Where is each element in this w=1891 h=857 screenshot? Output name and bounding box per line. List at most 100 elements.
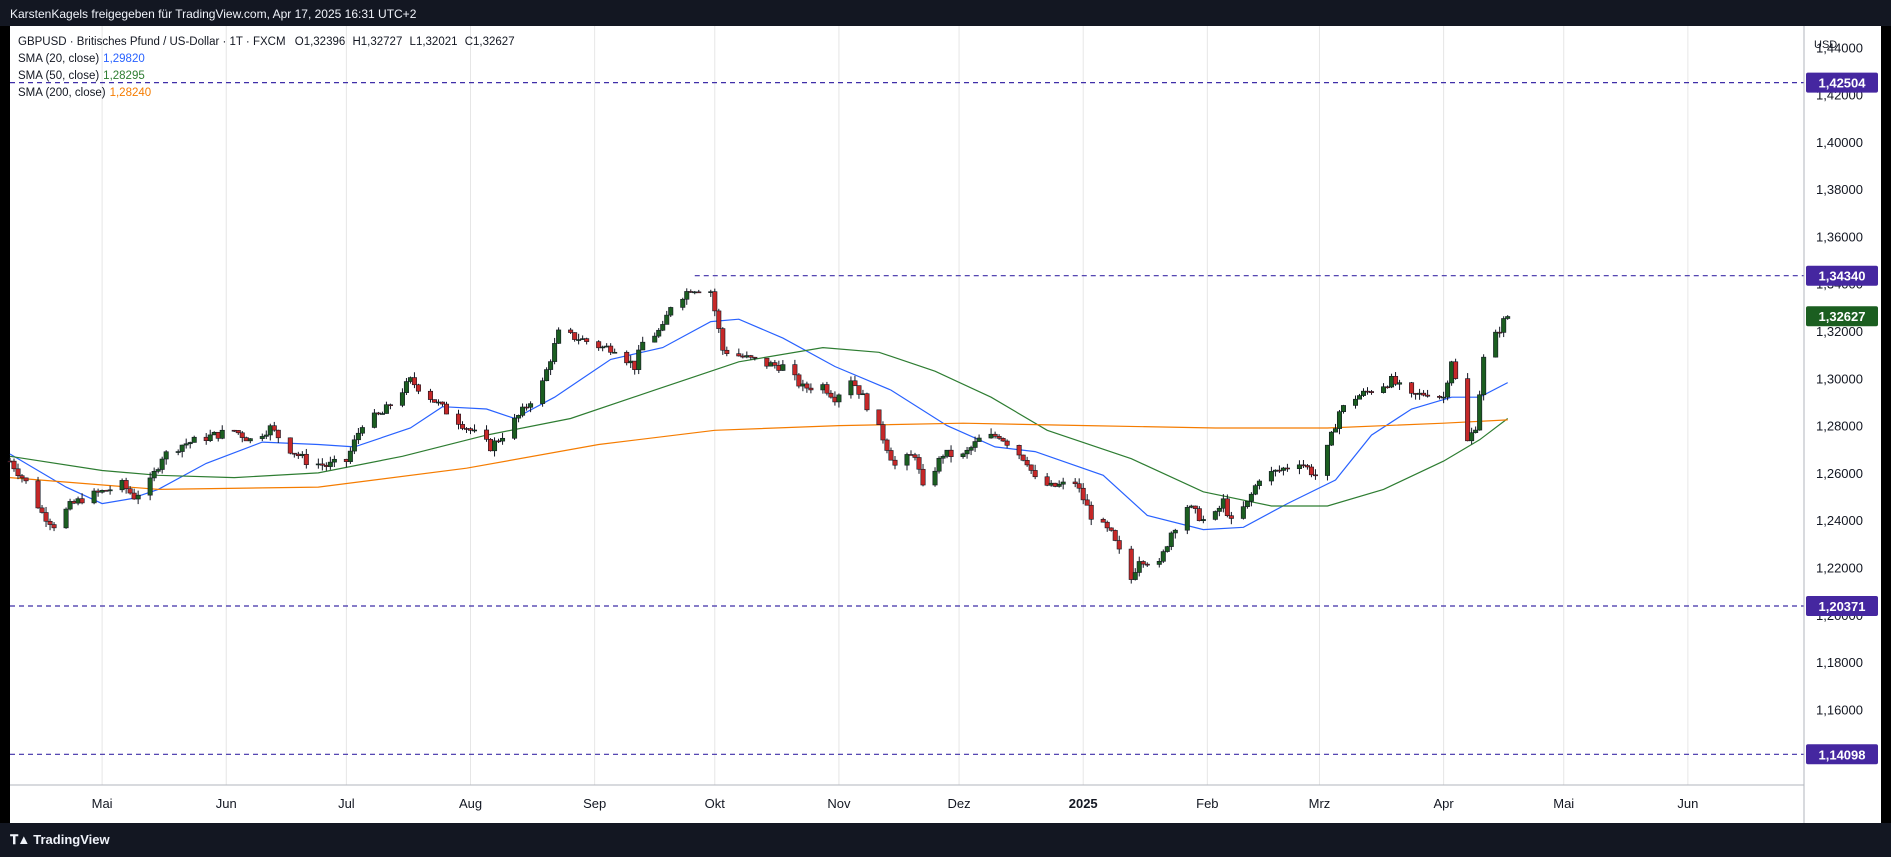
legend-sma50[interactable]: SMA (50, close) 1,28295 xyxy=(18,68,515,85)
candle-body xyxy=(1493,331,1499,358)
price-axis-tick-label[interactable]: 1,22000 xyxy=(1816,560,1863,575)
candle-body xyxy=(1108,527,1114,531)
candle-body xyxy=(856,385,862,395)
candle-body xyxy=(1172,529,1178,534)
candle-body xyxy=(964,449,970,455)
candle-body xyxy=(1100,518,1106,523)
time-axis-tick-label[interactable]: Mrz xyxy=(1309,796,1331,811)
time-axis-tick-label[interactable]: Mai xyxy=(1553,796,1574,811)
candle-body xyxy=(1116,540,1122,550)
price-axis-tick-label[interactable]: 1,30000 xyxy=(1816,371,1863,386)
legend-sma20-label: SMA (20, close) xyxy=(18,53,100,65)
candle-body xyxy=(484,429,490,440)
candle-body xyxy=(892,459,898,466)
candle-body xyxy=(804,383,810,389)
candle-body xyxy=(1332,428,1338,433)
price-axis-tick-label[interactable]: 1,38000 xyxy=(1816,182,1863,197)
time-axis-tick-label[interactable]: Dez xyxy=(947,796,970,811)
candle-body xyxy=(63,508,69,529)
candle-body xyxy=(239,432,245,438)
candle-body xyxy=(1032,470,1038,478)
candle-body xyxy=(11,460,17,470)
time-axis-tick-label[interactable]: Jun xyxy=(216,796,237,811)
sma-line xyxy=(9,346,1509,507)
candle-body xyxy=(824,384,830,394)
time-axis-tick-label[interactable]: Nov xyxy=(827,796,851,811)
time-axis-tick-label[interactable]: Mai xyxy=(92,796,113,811)
candle-body xyxy=(1441,396,1447,399)
time-axis[interactable]: Mai Jun Jul Aug Sep Okt Nov Dez 2025 Feb Mrz Apr Mai… xyxy=(92,796,1699,811)
candle-body xyxy=(576,339,582,341)
candle-body xyxy=(219,429,225,439)
time-axis-tick-label[interactable]: Aug xyxy=(459,796,482,811)
candle-body xyxy=(680,298,686,308)
candle-body xyxy=(1357,395,1363,400)
candle-body xyxy=(992,433,998,437)
candle-body xyxy=(528,403,534,408)
price-axis[interactable]: 1,440001,420001,400001,380001,360001,340… xyxy=(1816,40,1863,764)
time-axis-tick-label[interactable]: Apr xyxy=(1433,796,1454,811)
price-axis-tick-label[interactable]: 1,16000 xyxy=(1816,702,1863,717)
candle-body xyxy=(1072,481,1078,485)
candle-body xyxy=(411,377,417,386)
candle-body xyxy=(1084,499,1090,506)
price-axis-tick-label[interactable]: 1,36000 xyxy=(1816,229,1863,244)
candle-body xyxy=(1505,316,1511,319)
legend-sma200[interactable]: SMA (200, close) 1,28240 xyxy=(18,85,515,102)
header-bar: KarstenKagels freigegeben für TradingVie… xyxy=(0,0,1891,26)
candle-body xyxy=(636,349,642,370)
time-axis-tick-label[interactable]: 2025 xyxy=(1069,796,1098,811)
candle-body xyxy=(1328,431,1334,446)
price-axis-tick-label[interactable]: 1,18000 xyxy=(1816,655,1863,670)
candle-body xyxy=(764,357,770,367)
candle-body xyxy=(712,291,718,312)
price-axis-tick-label[interactable]: 1,32000 xyxy=(1816,324,1863,339)
candle-body xyxy=(912,454,918,458)
candle-body xyxy=(39,507,45,513)
candle-body xyxy=(612,351,618,354)
tradingview-logo[interactable]: 𝐓▲ TradingView xyxy=(10,832,110,848)
time-axis-tick-label[interactable]: Jul xyxy=(338,796,355,811)
candle-body xyxy=(235,430,241,434)
legend-low: L1,32021 xyxy=(409,36,458,48)
candle-body xyxy=(600,346,606,349)
candle-body xyxy=(427,390,433,400)
candle-body xyxy=(684,291,690,300)
candle-body xyxy=(155,469,161,472)
legend-sma20-value: 1,29820 xyxy=(103,53,145,65)
candle-body xyxy=(67,501,73,510)
candle-body xyxy=(263,434,269,437)
candle-body xyxy=(884,439,890,451)
sma-line xyxy=(9,419,1508,491)
candle-body xyxy=(1140,561,1146,565)
candle-body xyxy=(1248,493,1254,502)
price-axis-tick-label[interactable]: 1,24000 xyxy=(1816,513,1863,528)
candle-body xyxy=(1397,382,1403,385)
candle-body xyxy=(468,428,474,431)
candle-body xyxy=(439,401,445,405)
candle-body xyxy=(1056,483,1062,487)
candle-body xyxy=(848,380,854,396)
candle-body xyxy=(1445,382,1451,398)
horizontal-lines[interactable] xyxy=(10,82,1804,755)
candle-body xyxy=(880,424,886,441)
candle-body xyxy=(1136,561,1142,573)
horizontal-line-price-label: 1,20371 xyxy=(1819,599,1866,614)
candle-body xyxy=(1244,500,1250,507)
price-axis-tick-label[interactable]: 1,28000 xyxy=(1816,419,1863,434)
candle-body xyxy=(1465,378,1471,442)
time-axis-tick-label[interactable]: Feb xyxy=(1196,796,1218,811)
candle-body xyxy=(1425,394,1431,397)
candle-body xyxy=(371,412,377,428)
price-axis-tick-label[interactable]: 1,26000 xyxy=(1816,466,1863,481)
time-axis-tick-label[interactable]: Jun xyxy=(1677,796,1698,811)
price-axis-tick-label[interactable]: 1,40000 xyxy=(1816,135,1863,150)
candle-body xyxy=(540,380,546,404)
candle-body xyxy=(1369,391,1375,393)
legend-sma20[interactable]: SMA (20, close) 1,29820 xyxy=(18,51,515,68)
time-axis-tick-label[interactable]: Sep xyxy=(583,796,606,811)
time-axis-tick-label[interactable]: Okt xyxy=(705,796,726,811)
price-axis-tick-label[interactable]: 1,44000 xyxy=(1816,40,1863,55)
legend-symbol: GBPUSD · Britisches Pfund / US-Dollar · … xyxy=(18,36,286,48)
